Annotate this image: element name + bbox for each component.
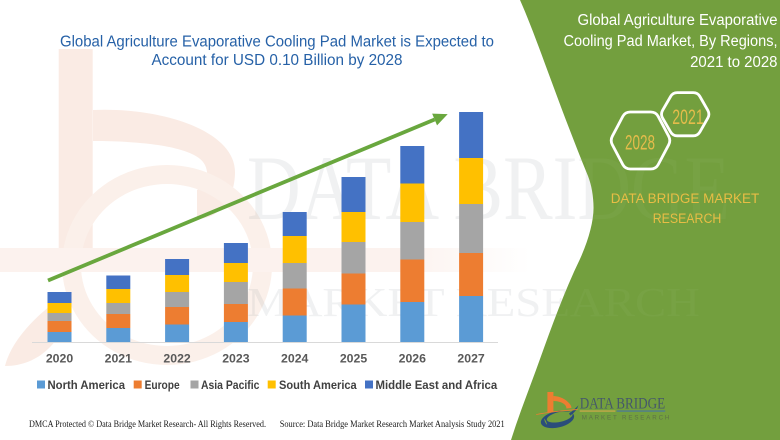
svg-text:2024: 2024 xyxy=(281,352,309,366)
svg-text:RESEARCH: RESEARCH xyxy=(653,211,722,227)
svg-text:2021: 2021 xyxy=(105,352,133,366)
svg-text:DATA BRIDGE: DATA BRIDGE xyxy=(580,396,666,413)
svg-text:2026: 2026 xyxy=(399,352,427,366)
svg-text:DMCA Protected © Data Bridge M: DMCA Protected © Data Bridge Market Rese… xyxy=(29,419,266,429)
svg-text:2025: 2025 xyxy=(340,352,368,366)
svg-text:2021 to 2028: 2021 to 2028 xyxy=(690,54,777,71)
svg-text:Account for USD 0.10 Billion b: Account for USD 0.10 Billion by 2028 xyxy=(152,52,403,69)
svg-text:South America: South America xyxy=(279,379,357,392)
svg-text:MARKET RESEARCH: MARKET RESEARCH xyxy=(582,415,672,422)
svg-text:Global Agriculture Evaporative: Global Agriculture Evaporative xyxy=(578,12,778,29)
svg-text:Source: Data Bridge Market Res: Source: Data Bridge Market Research Mark… xyxy=(280,419,505,429)
svg-text:2022: 2022 xyxy=(163,352,191,366)
svg-text:2021: 2021 xyxy=(672,106,703,129)
svg-text:North America: North America xyxy=(48,379,126,392)
svg-text:Cooling Pad Market, By Regions: Cooling Pad Market, By Regions, xyxy=(564,33,778,50)
svg-text:DATA BRIDGE MARKET: DATA BRIDGE MARKET xyxy=(611,191,760,207)
svg-text:Global Agriculture Evaporative: Global Agriculture Evaporative Cooling P… xyxy=(60,34,494,51)
svg-text:Asia Pacific: Asia Pacific xyxy=(201,379,260,392)
svg-text:Europe: Europe xyxy=(145,379,180,392)
svg-text:2020: 2020 xyxy=(46,352,74,366)
svg-text:2027: 2027 xyxy=(457,352,485,366)
svg-text:2028: 2028 xyxy=(625,132,655,155)
svg-text:2023: 2023 xyxy=(222,352,250,366)
svg-text:Middle East and Africa: Middle East and Africa xyxy=(376,379,498,392)
